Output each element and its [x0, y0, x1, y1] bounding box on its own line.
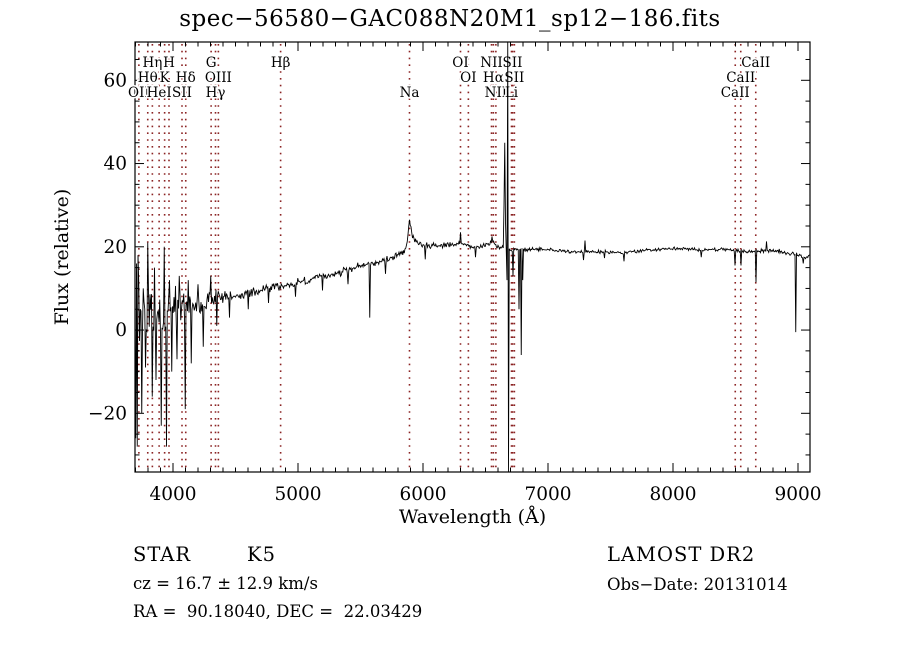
- spectrum-trace: [134, 41, 811, 473]
- line-marker-label: Hη: [142, 55, 162, 71]
- y-tick-label: 60: [103, 70, 127, 91]
- coordinates-label: RA = 90.18040, DEC = 22.03429: [133, 602, 423, 621]
- y-ticks: [135, 58, 810, 456]
- line-marker-label: NII: [485, 85, 507, 101]
- line-marker-label: SII: [172, 85, 192, 101]
- line-marker-label: NII: [480, 55, 502, 71]
- line-marker-label: Hδ: [176, 70, 196, 86]
- x-tick-label: 6000: [399, 484, 446, 505]
- spectral-subclass-label: K5: [247, 543, 276, 566]
- x-tick-labels: 4000 5000 6000 7000 8000 9000: [149, 484, 821, 505]
- line-marker-label: SII: [503, 55, 523, 71]
- line-marker-label: OII: [128, 85, 150, 101]
- line-marker-label: Hθ: [138, 70, 158, 86]
- line-marker-label: Li: [505, 85, 519, 101]
- line-marker-label: CaII: [726, 70, 755, 86]
- line-marker-lines: [138, 44, 757, 471]
- x-tick-label: 7000: [524, 484, 571, 505]
- radial-velocity-label: cz = 16.7 ± 12.9 km/s: [133, 574, 318, 593]
- line-marker-label: CaII: [721, 85, 750, 101]
- line-marker-label: SII: [504, 70, 524, 86]
- line-marker-label: Hγ: [206, 85, 226, 101]
- y-tick-label: −20: [88, 403, 127, 424]
- line-marker-label: OI: [452, 55, 468, 71]
- plot-frame: [134, 41, 811, 473]
- line-marker-label: Hβ: [271, 55, 291, 71]
- y-tick-label: 20: [103, 237, 127, 258]
- y-tick-labels: −20 0 20 40 60: [88, 70, 127, 424]
- x-tick-label: 4000: [149, 484, 196, 505]
- x-tick-label: 9000: [774, 484, 821, 505]
- line-marker-label: OI: [460, 70, 476, 86]
- x-axis-title: Wavelength (Å): [398, 506, 547, 528]
- line-marker-label: HeI: [147, 85, 172, 101]
- x-ticks: [135, 42, 799, 472]
- obs-date-label: Obs−Date: 20131014: [607, 575, 788, 594]
- line-marker-label: K: [160, 70, 171, 86]
- y-tick-label: 40: [103, 154, 127, 175]
- y-axis-title: Flux (relative): [51, 188, 73, 326]
- survey-release-label: LAMOST DR2: [607, 543, 756, 566]
- y-tick-label: 0: [115, 320, 127, 341]
- line-marker-label: CaII: [741, 55, 770, 71]
- line-marker-label: Hα: [483, 70, 504, 86]
- line-marker-label: OIII: [205, 70, 232, 86]
- line-marker-label: H: [163, 55, 175, 71]
- line-marker-label: G: [206, 55, 217, 71]
- x-tick-label: 5000: [274, 484, 321, 505]
- x-tick-label: 8000: [649, 484, 696, 505]
- line-marker-label: Na: [400, 85, 420, 101]
- plot-title: spec−56580−GAC088N20M1_sp12−186.fits: [179, 6, 721, 32]
- object-class-label: STAR: [133, 543, 192, 566]
